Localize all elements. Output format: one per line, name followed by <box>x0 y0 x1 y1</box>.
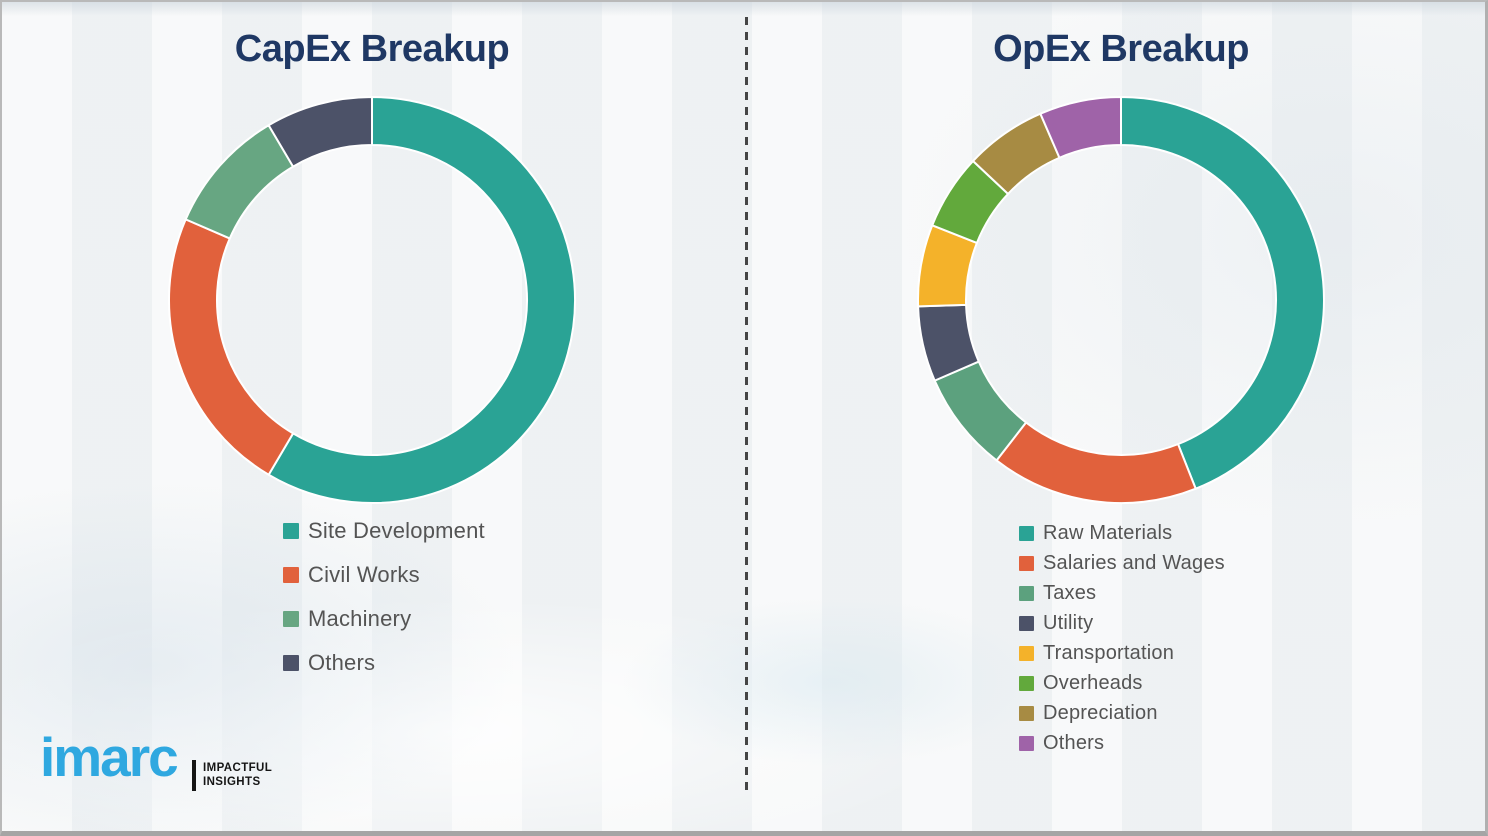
capex-title: CapEx Breakup <box>234 28 510 70</box>
legend-swatch <box>283 567 299 583</box>
legend-swatch <box>1019 615 1034 631</box>
legend-label: Depreciation <box>1043 701 1158 724</box>
legend-item: Transportation <box>1019 638 1225 668</box>
capex-donut-chart <box>168 96 576 504</box>
donut-segment-raw-materials <box>1120 96 1325 490</box>
legend-item: Taxes <box>1019 578 1225 608</box>
legend-swatch <box>1019 735 1034 751</box>
legend-swatch <box>283 611 299 627</box>
legend-swatch <box>1019 675 1034 691</box>
imarc-tagline-line1: IMPACTFUL <box>203 762 273 774</box>
imarc-tagline: IMPACTFUL INSIGHTS <box>203 762 272 789</box>
legend-label: Others <box>1043 731 1105 754</box>
imarc-logo: imarc IMPACTFUL INSIGHTS <box>40 730 280 808</box>
legend-swatch <box>1019 585 1034 601</box>
legend-label: Utility <box>1043 611 1094 634</box>
legend-swatch <box>283 655 299 671</box>
vertical-dashed-divider <box>745 17 748 793</box>
donut-segment-site-development <box>267 96 576 504</box>
legend-label: Taxes <box>1043 581 1097 604</box>
donut-segment-others <box>1039 96 1122 159</box>
legend-item: Utility <box>1019 608 1225 638</box>
legend-swatch <box>1019 525 1034 541</box>
legend-item: Raw Materials <box>1019 518 1225 548</box>
legend-label: Transportation <box>1043 641 1175 664</box>
legend-item: Civil Works <box>283 553 485 597</box>
legend-item: Others <box>1019 728 1225 758</box>
legend-label: Overheads <box>1043 671 1143 694</box>
legend-label: Machinery <box>308 606 412 631</box>
capex-legend: Site Development Civil Works Machinery O… <box>283 509 485 685</box>
legend-swatch <box>1019 705 1034 721</box>
legend-label: Others <box>308 650 376 675</box>
legend-swatch <box>1019 555 1034 571</box>
donut-segment-others <box>267 96 373 168</box>
opex-donut-chart <box>917 96 1325 504</box>
donut-segment-civil-works <box>168 218 295 476</box>
donut-segment-machinery <box>184 124 295 240</box>
legend-label: Raw Materials <box>1043 521 1173 544</box>
legend-swatch <box>283 523 299 539</box>
legend-item: Machinery <box>283 597 485 641</box>
imarc-logo-divider-bar <box>192 760 196 791</box>
opex-title: OpEx Breakup <box>993 28 1249 70</box>
legend-label: Civil Works <box>308 562 420 587</box>
imarc-logo-text: imarc <box>40 726 179 788</box>
donut-segment-salaries-and-wages <box>995 421 1197 504</box>
legend-label: Site Development <box>308 518 485 543</box>
legend-item: Others <box>283 641 485 685</box>
legend-label: Salaries and Wages <box>1043 551 1225 574</box>
legend-item: Salaries and Wages <box>1019 548 1225 578</box>
legend-item: Site Development <box>283 509 485 553</box>
imarc-tagline-line2: INSIGHTS <box>203 775 261 788</box>
legend-swatch <box>1019 645 1034 661</box>
legend-item: Depreciation <box>1019 698 1225 728</box>
legend-item: Overheads <box>1019 668 1225 698</box>
opex-legend: Raw Materials Salaries and Wages Taxes U… <box>1019 518 1225 758</box>
